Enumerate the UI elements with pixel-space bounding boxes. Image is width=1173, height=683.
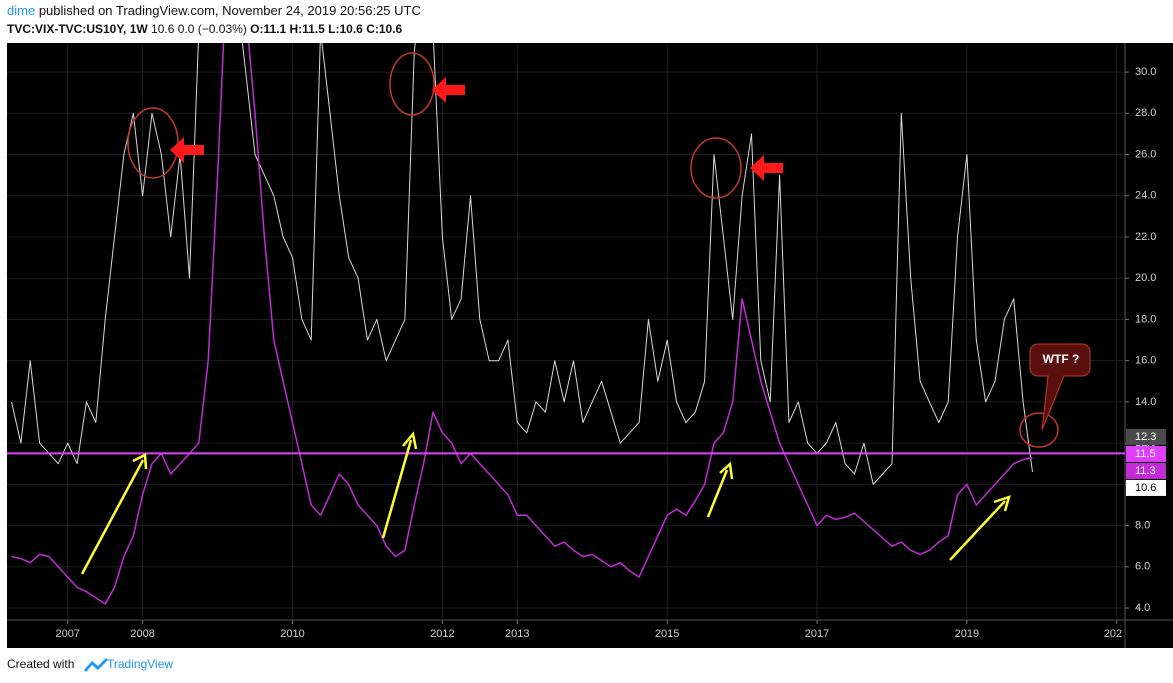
x-tick-label: 2008 <box>130 628 154 640</box>
highlight-circle <box>389 52 435 116</box>
y-tick-label: 28.0 <box>1135 107 1156 119</box>
y-tick-label: 18.0 <box>1135 313 1156 325</box>
y-tick-label: 14.0 <box>1135 396 1156 408</box>
series-line <box>11 43 1033 605</box>
price-badge-label: 11.3 <box>1135 465 1156 477</box>
footer-text: Created with <box>7 657 74 671</box>
y-tick-label: 8.0 <box>1135 519 1150 531</box>
symbol-line: TVC:VIX-TVC:US10Y, 1W 10.6 0.0 (−0.03%) … <box>7 22 403 36</box>
y-tick-label: 30.0 <box>1135 66 1156 78</box>
x-tick-label: 2007 <box>55 628 79 640</box>
x-tick-label: 2019 <box>955 628 979 640</box>
header-line: dime published on TradingView.com, Novem… <box>7 3 421 18</box>
x-tick-label: 202 <box>1104 628 1122 640</box>
y-tick-label: 16.0 <box>1135 355 1156 367</box>
highlight-circle <box>690 137 742 199</box>
highlight-circle <box>1019 412 1059 448</box>
x-tick-label: 2012 <box>430 628 454 640</box>
x-tick-label: 2010 <box>280 628 304 640</box>
y-tick-label: 4.0 <box>1135 602 1150 614</box>
series-line <box>11 43 1033 485</box>
annotations: WTF ? <box>80 52 1091 575</box>
price-badge-label: 10.6 <box>1135 482 1156 494</box>
price-badge-label: 11.5 <box>1135 448 1156 460</box>
red-arrow <box>170 137 204 163</box>
yellow-arrows <box>80 431 1011 575</box>
y-tick-label: 6.0 <box>1135 561 1150 573</box>
change: 10.6 0.0 (−0.03%) <box>151 22 247 36</box>
footer-brand: TradingView <box>107 657 173 671</box>
x-tick-label: 2013 <box>505 628 529 640</box>
published: published on TradingView.com, November 2… <box>39 3 421 18</box>
x-tick-label: 2015 <box>655 628 679 640</box>
y-tick-label: 26.0 <box>1135 148 1156 160</box>
callout-bubble <box>1029 343 1091 431</box>
red-arrow <box>750 155 783 181</box>
y-tick-label: 24.0 <box>1135 190 1156 202</box>
publisher: dime <box>7 3 35 18</box>
symbol: TVC:VIX-TVC:US10Y, 1W <box>7 22 148 36</box>
callout-text: WTF ? <box>1043 352 1080 366</box>
ohlc: O:11.1 H:11.5 L:10.6 C:10.6 <box>250 22 402 36</box>
y-tick-label: 22.0 <box>1135 231 1156 243</box>
chart-background <box>7 43 1173 648</box>
price-badge <box>1126 479 1166 496</box>
x-tick-label: 2017 <box>805 628 829 640</box>
price-badge <box>1126 428 1166 445</box>
brand-logo <box>84 658 108 672</box>
price-badge-label: 12.3 <box>1135 431 1156 443</box>
price-badge <box>1126 462 1166 479</box>
y-tick-label: 20.0 <box>1135 272 1156 284</box>
price-badge <box>1126 445 1166 462</box>
red-arrow <box>432 77 465 103</box>
